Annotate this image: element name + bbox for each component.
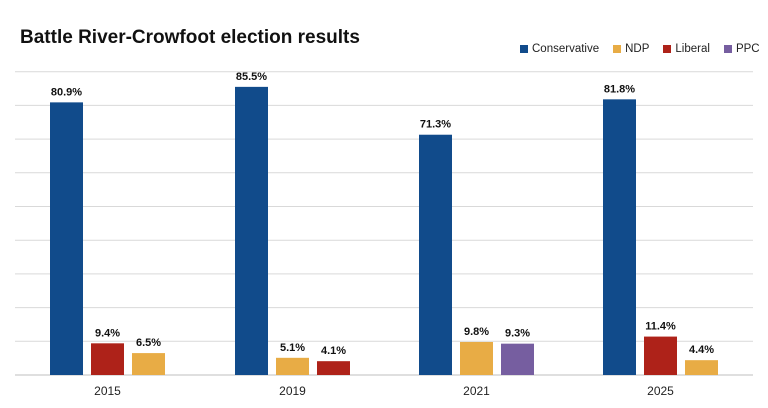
bar-2025-conservative [603,99,636,376]
legend-label-conservative: Conservative [532,43,600,55]
legend-item-conservative: Conservative [520,43,599,55]
bar-2025-ndp [685,360,718,375]
legend-label-ndp: NDP [625,43,650,55]
bar-2021-ppc [501,343,534,375]
bar-2019-ndp [276,357,309,375]
data-label-2015-liberal: 9.4% [95,327,120,339]
legend-item-ppc: PPC [723,43,760,55]
x-tick-label-2015: 2015 [94,384,121,398]
data-label-2015-ndp: 6.5% [136,337,161,349]
data-label-2025-ndp: 4.4% [689,344,714,356]
legend-swatch-ndp [613,45,622,53]
chart-title: Battle River-Crowfoot election results [20,27,360,48]
bar-2021-conservative [419,134,452,375]
data-label-2015-conservative: 80.9% [51,86,82,98]
bar-2019-conservative [235,86,268,376]
legend-item-ndp: NDP [613,43,649,55]
legend-label-liberal: Liberal [675,43,710,55]
bar-2015-conservative [50,102,83,375]
data-label-2019-ndp: 5.1% [280,342,305,354]
legend-label-ppc: PPC [735,43,760,55]
data-label-2025-conservative: 81.8% [604,83,635,95]
legend-swatch-conservative [520,45,528,53]
bar-2019-liberal [317,361,350,375]
bar-2025-liberal [644,336,677,375]
legend-swatch-liberal [663,45,672,53]
legend: Conservative NDP Liberal PPC [520,43,760,55]
data-label-2019-liberal: 4.1% [321,345,346,357]
x-tick-label-2025: 2025 [647,384,674,398]
data-label-2025-liberal: 11.4% [645,321,676,333]
x-tick-label-2019: 2019 [279,384,306,398]
bar-2015-liberal [91,343,124,375]
data-label-2021-ppc: 9.3% [505,328,530,340]
bar-2015-ndp [132,353,165,375]
data-label-2021-conservative: 71.3% [420,119,451,131]
bar-2021-ndp [460,341,493,375]
legend-item-liberal: Liberal [663,43,710,55]
data-label-2021-ndp: 9.8% [464,326,489,338]
x-tick-label-2021: 2021 [463,384,490,398]
legend-swatch-ppc [723,45,732,53]
data-label-2019-conservative: 85.5% [236,71,267,83]
